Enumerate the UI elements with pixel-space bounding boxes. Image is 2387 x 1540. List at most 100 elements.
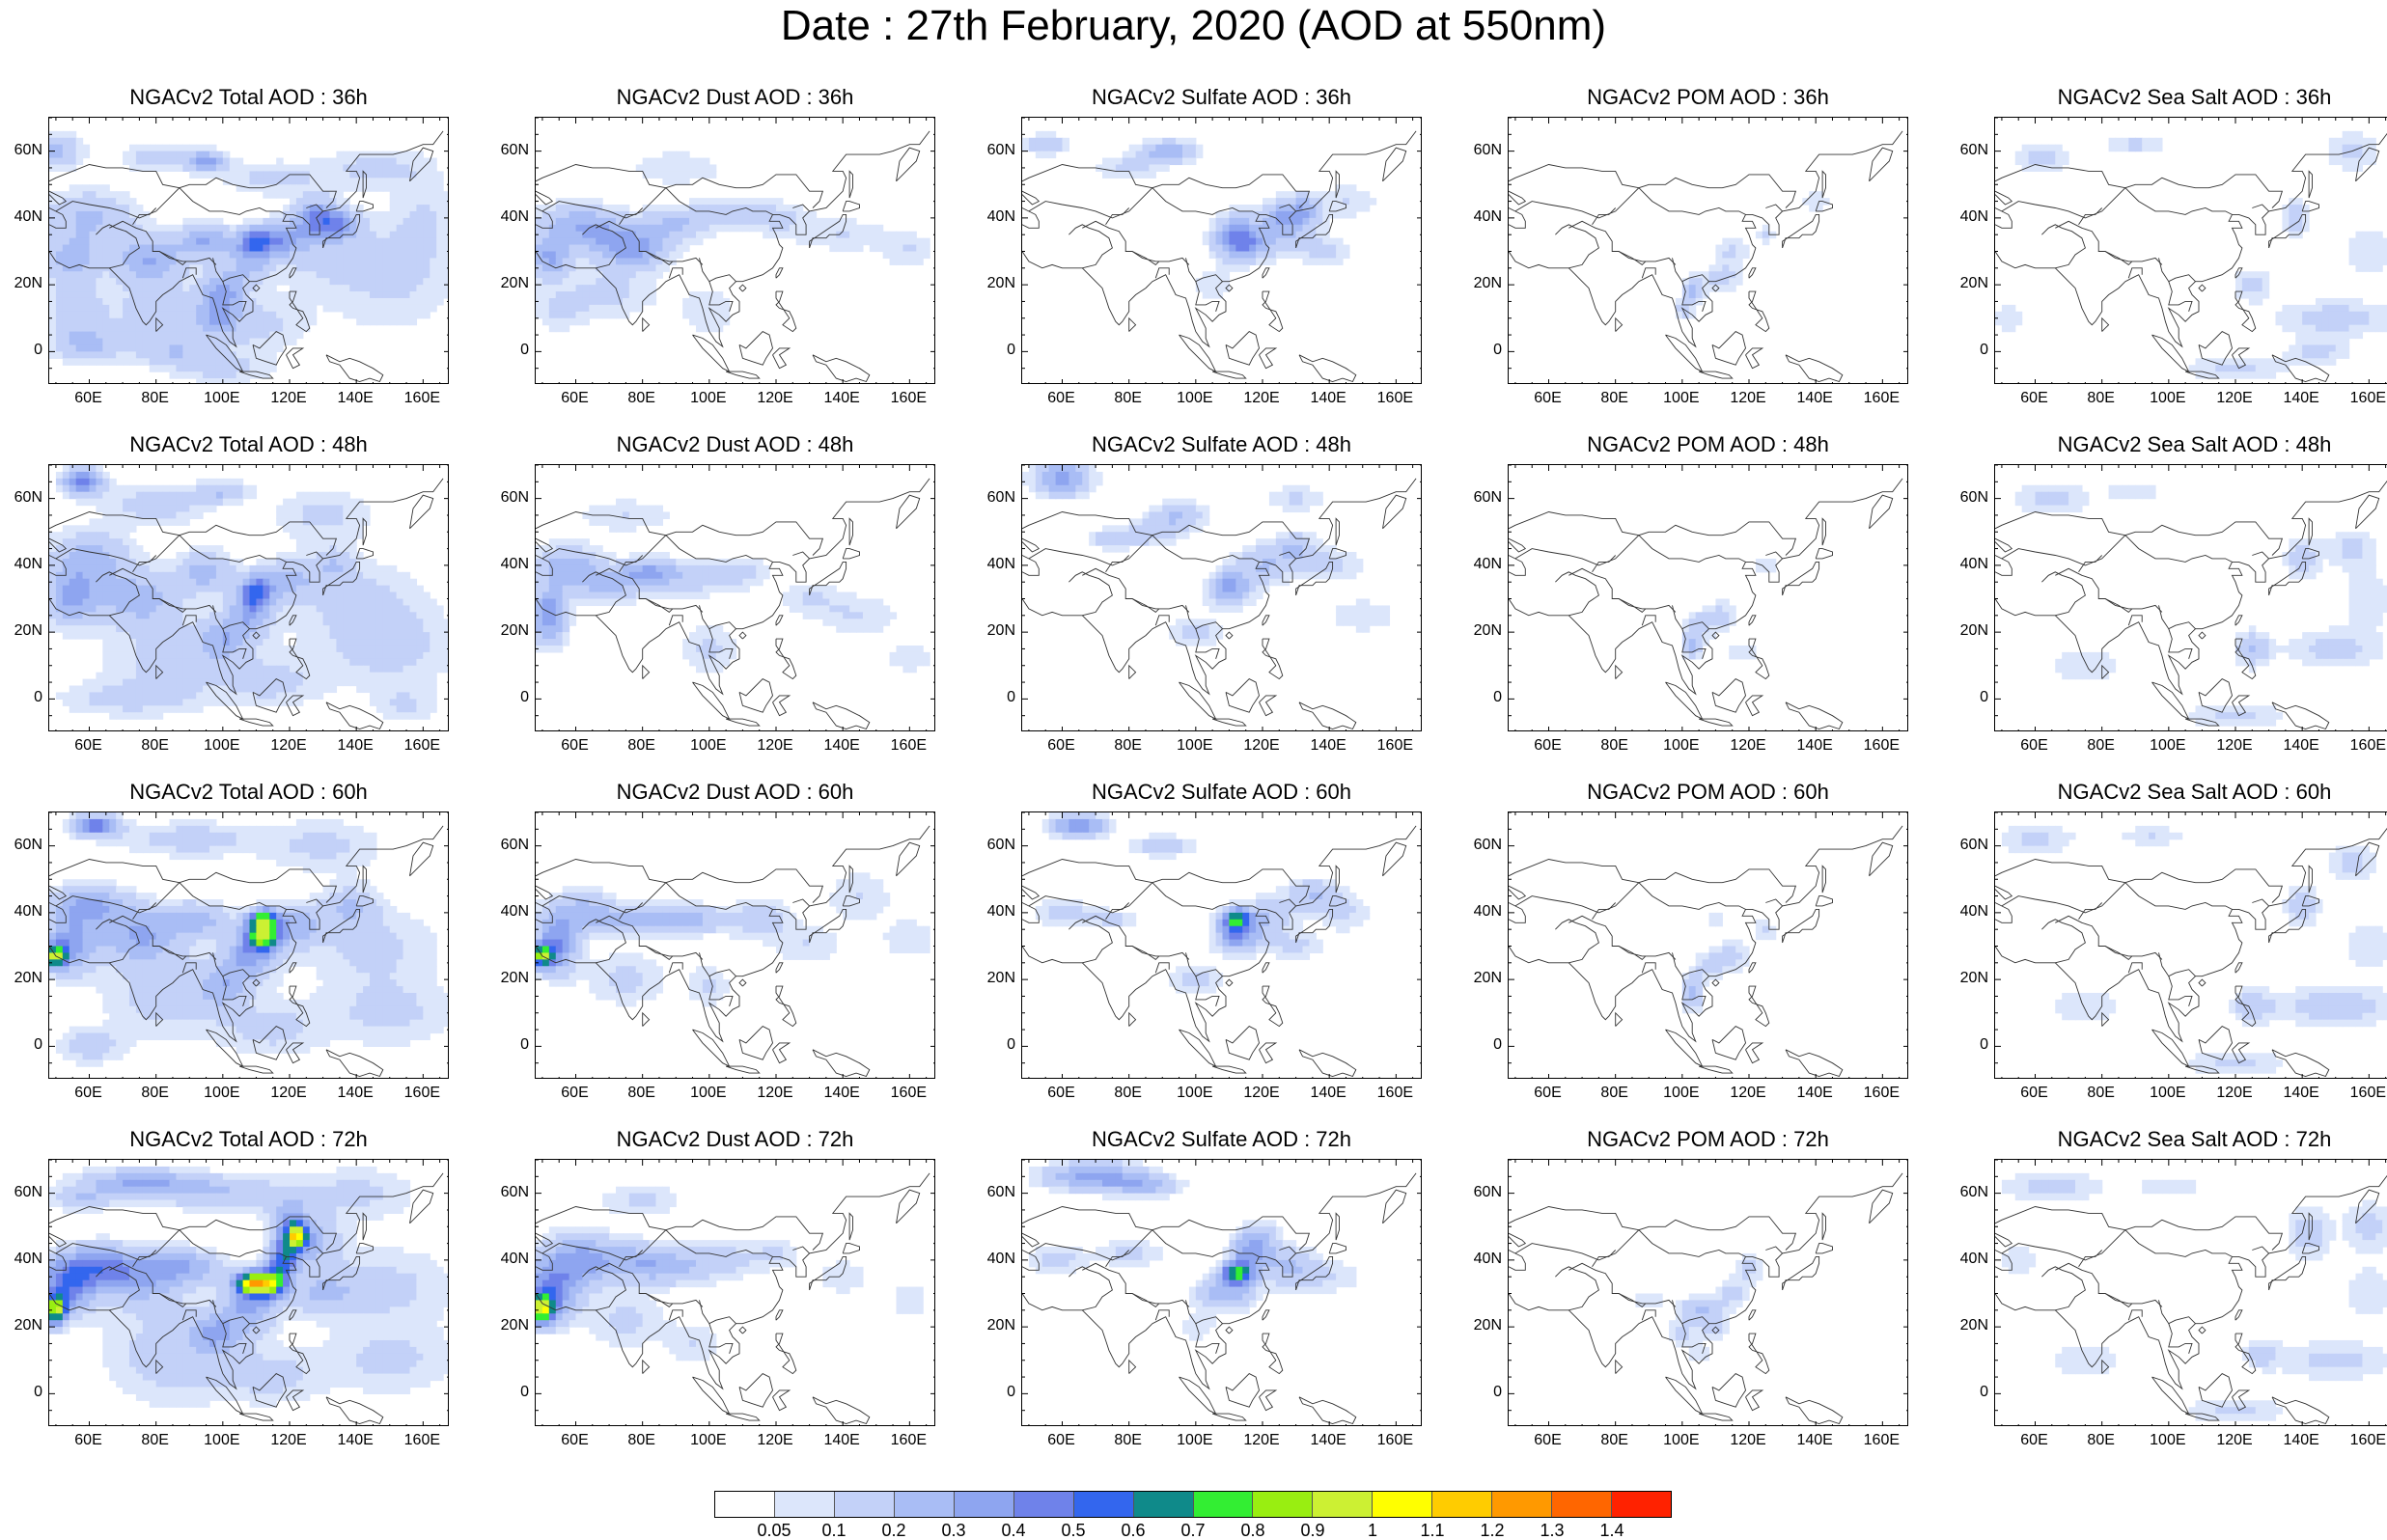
axis-ticks [1509, 118, 1907, 383]
colorbar-segment [834, 1492, 895, 1517]
x-tick-label: 140E [1796, 1085, 1833, 1101]
x-tick-label: 160E [2349, 1085, 2387, 1101]
x-tick-label: 160E [1863, 737, 1901, 754]
colorbar [714, 1491, 1672, 1518]
y-tick-label: 60N [1473, 1183, 1502, 1200]
x-tick-label: 60E [1534, 1085, 1562, 1101]
coastlines [536, 130, 930, 383]
x-tick-label: 140E [2283, 737, 2319, 754]
y-tick-label: 60N [500, 1183, 529, 1200]
y-tick-label: 40N [1473, 555, 1502, 572]
x-tick-label: 80E [2087, 1085, 2115, 1101]
x-tick-label: 160E [2349, 390, 2387, 406]
axis-ticks [49, 1160, 448, 1425]
axis-ticks [49, 465, 448, 730]
y-tick-label: 0 [520, 342, 529, 359]
map-frame [1994, 117, 2387, 384]
x-tick-label: 120E [1243, 390, 1280, 406]
y-tick-label: 60N [1959, 836, 1988, 853]
panel-title: NGACv2 Dust AOD : 72h [616, 1127, 854, 1151]
panel-title: NGACv2 Sea Salt AOD : 48h [2057, 432, 2332, 456]
y-tick-label: 0 [1493, 342, 1502, 359]
coastlines [536, 1172, 930, 1425]
x-tick-label: 120E [270, 390, 307, 406]
panel-title: NGACv2 POM AOD : 72h [1587, 1127, 1829, 1151]
coastlines [536, 825, 930, 1078]
map-frame [1508, 811, 1908, 1079]
y-tick-label: 60N [14, 836, 42, 853]
panel-title: NGACv2 Dust AOD : 36h [616, 85, 854, 109]
colorbar-segment [1133, 1492, 1194, 1517]
map-frame [48, 117, 449, 384]
y-tick-label: 60N [986, 488, 1015, 506]
x-tick-label: 100E [204, 737, 240, 754]
x-tick-label: 140E [337, 1432, 374, 1448]
map-panel-seasalt-60h: NGACv2 Sea Salt AOD : 60h 60N 40N 20N 0 60E 80… [1946, 780, 2387, 1127]
x-tick-label: 160E [890, 1432, 928, 1448]
x-tick-label: 140E [337, 737, 374, 754]
y-tick-label: 0 [1980, 1036, 1988, 1054]
colorbar-segment [1073, 1492, 1134, 1517]
map-panel-sulfate-36h: NGACv2 Sulfate AOD : 36h 60N 40N 20N 0 60E 80E… [973, 85, 1456, 432]
panel-title: NGACv2 Sulfate AOD : 48h [1091, 432, 1352, 456]
coastlines [1022, 1172, 1417, 1425]
x-tick-label: 120E [2216, 737, 2253, 754]
x-tick-label: 60E [561, 1085, 589, 1101]
x-tick-label: 160E [1376, 737, 1414, 754]
figure-title: Date : 27th February, 2020 (AOD at 550nm… [780, 2, 1607, 49]
x-tick-label: 140E [2283, 390, 2319, 406]
x-tick-label: 60E [2020, 390, 2048, 406]
axis-ticks [1509, 465, 1907, 730]
colorbar-segment [1313, 1492, 1374, 1517]
aod-field [2014, 484, 2387, 727]
x-tick-label: 100E [2150, 737, 2186, 754]
axis-ticks [1995, 812, 2387, 1078]
aod-map [49, 118, 448, 383]
x-tick-label: 160E [403, 390, 441, 406]
coastlines [1995, 132, 2387, 383]
x-tick-label: 60E [1047, 737, 1075, 754]
map-frame [1021, 464, 1422, 731]
map-panel-dust-36h: NGACv2 Dust AOD : 36h 60N 40N 20N 0 60E 80E 100… [486, 85, 969, 432]
panel-title: NGACv2 Total AOD : 36h [129, 85, 368, 109]
x-tick-label: 100E [1177, 390, 1213, 406]
x-tick-label: 160E [1863, 1432, 1901, 1448]
aod-field [536, 872, 930, 1007]
x-tick-label: 160E [890, 1085, 928, 1101]
x-tick-label: 120E [2216, 1085, 2253, 1101]
aod-map [49, 465, 448, 730]
map-frame [535, 117, 935, 384]
y-tick-label: 40N [986, 902, 1015, 920]
aod-field [536, 498, 930, 674]
axis-ticks [1995, 465, 2387, 730]
y-tick-label: 60N [14, 141, 42, 158]
colorbar-segment [1193, 1492, 1254, 1517]
x-tick-label: 80E [141, 1085, 169, 1101]
colorbar-label: 0.5 [1061, 1521, 1086, 1540]
x-tick-label: 100E [2150, 1432, 2186, 1448]
y-tick-label: 60N [986, 141, 1015, 158]
y-tick-label: 0 [34, 1036, 42, 1054]
y-tick-label: 0 [1007, 342, 1015, 359]
x-tick-label: 160E [890, 737, 928, 754]
panel-title: NGACv2 Sea Salt AOD : 36h [2057, 85, 2332, 109]
colorbar-label: 1.1 [1420, 1521, 1445, 1540]
x-tick-label: 120E [757, 1432, 793, 1448]
x-tick-label: 120E [270, 737, 307, 754]
x-tick-label: 120E [757, 737, 793, 754]
x-tick-label: 100E [1177, 1432, 1213, 1448]
map-panel-seasalt-72h: NGACv2 Sea Salt AOD : 72h 60N 40N 20N 0 60E 80… [1946, 1127, 2387, 1474]
map-frame [48, 464, 449, 731]
x-tick-label: 100E [1663, 1432, 1700, 1448]
y-tick-label: 0 [1007, 1384, 1015, 1401]
x-tick-label: 140E [337, 390, 374, 406]
y-tick-label: 20N [1473, 1317, 1502, 1334]
panel-title: NGACv2 Total AOD : 60h [129, 780, 368, 804]
y-tick-label: 20N [14, 970, 42, 987]
x-tick-label: 140E [1310, 390, 1346, 406]
x-tick-label: 160E [1376, 390, 1414, 406]
y-tick-label: 0 [1007, 1036, 1015, 1054]
aod-map [536, 118, 934, 383]
x-tick-label: 120E [1730, 1432, 1766, 1448]
aod-map [1022, 118, 1421, 383]
